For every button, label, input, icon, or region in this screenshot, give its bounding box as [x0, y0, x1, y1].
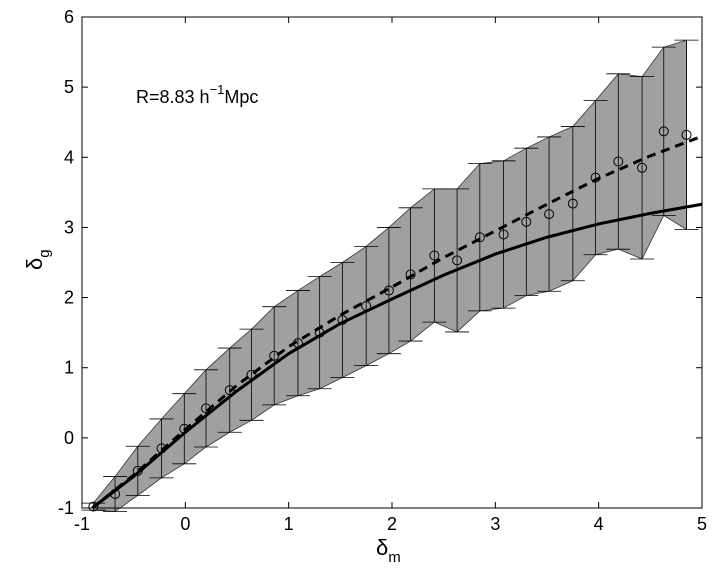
x-tick-label: -1 — [74, 514, 90, 534]
y-tick-label: 1 — [64, 358, 74, 378]
x-tick-label: 1 — [284, 514, 294, 534]
y-tick-label: 0 — [64, 428, 74, 448]
data-point — [567, 198, 578, 209]
data-point — [681, 129, 692, 140]
data-point — [292, 338, 303, 349]
data-point — [637, 162, 648, 173]
data-point — [474, 232, 485, 243]
data-point — [246, 369, 257, 380]
x-tick-label: 3 — [490, 514, 500, 534]
data-point — [179, 423, 190, 434]
data-point — [224, 385, 235, 396]
plot-area — [81, 39, 703, 512]
model-line — [91, 134, 703, 510]
data-point — [314, 327, 325, 338]
data-point — [405, 269, 416, 280]
y-tick-label: -1 — [58, 498, 74, 518]
x-axis-label: δm — [376, 535, 401, 566]
data-point — [383, 285, 394, 296]
data-point — [613, 156, 624, 167]
y-tick-label: 4 — [64, 147, 74, 167]
x-tick-label: 4 — [594, 514, 604, 534]
data-point — [452, 255, 463, 266]
data-point — [201, 403, 211, 414]
data-point — [361, 300, 372, 311]
data-point — [156, 443, 167, 454]
data-point — [337, 315, 348, 326]
data-point — [544, 209, 555, 220]
data-point — [658, 126, 669, 137]
annotation: R=8.83 h−1Mpc — [136, 82, 258, 107]
data-point — [521, 216, 532, 227]
x-tick-label: 2 — [387, 514, 397, 534]
data-point — [498, 229, 509, 240]
data-point — [110, 488, 121, 499]
data-point — [269, 350, 280, 361]
data-point — [132, 465, 143, 476]
data-point — [88, 501, 99, 512]
y-axis-label: δg — [22, 249, 53, 270]
data-point — [429, 250, 440, 261]
y-tick-label: 5 — [64, 77, 74, 97]
y-tick-label: 3 — [64, 217, 74, 237]
model-line — [91, 202, 703, 510]
y-tick-label: 2 — [64, 288, 74, 308]
data-point — [590, 172, 601, 183]
x-tick-label: 5 — [697, 514, 707, 534]
x-tick-label: 0 — [180, 514, 190, 534]
y-tick-label: 6 — [64, 7, 74, 27]
